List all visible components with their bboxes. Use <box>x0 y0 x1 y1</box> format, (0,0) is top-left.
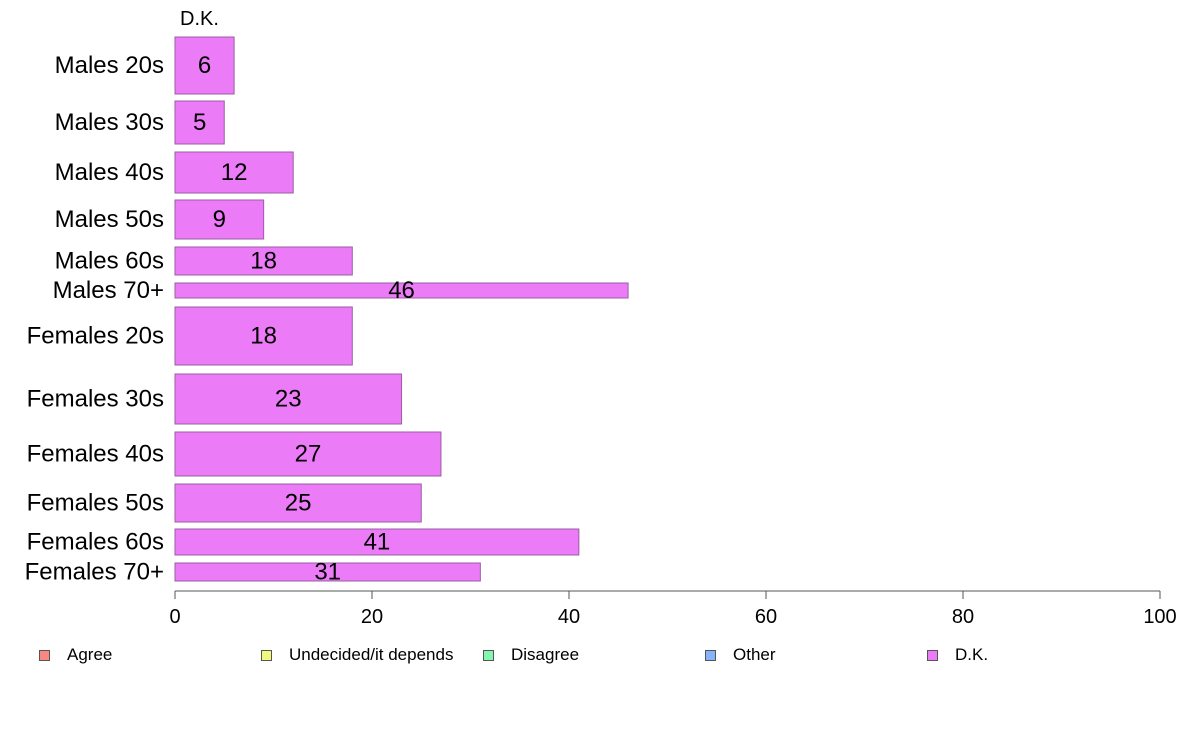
panel-title: D.K. <box>180 8 219 30</box>
legend-label: Other <box>733 645 776 664</box>
bar-10 <box>174 483 422 523</box>
legend-label: Undecided/it depends <box>289 645 454 664</box>
category-label: Females 70+ <box>25 559 164 586</box>
category-label: Males 20s <box>55 52 164 79</box>
legend-label: Agree <box>67 645 113 664</box>
bar-value-label: 12 <box>221 159 248 186</box>
bar-value-label: 41 <box>364 529 391 556</box>
legend-item: Disagree <box>483 643 579 667</box>
legend-item: Undecided/it depends <box>261 643 453 667</box>
legend-swatch <box>705 649 716 661</box>
legend-item: Other <box>705 643 776 667</box>
bar-value-label: 46 <box>388 277 415 304</box>
bar-value-labels: 6 5 12 9 18 46 18 23 27 25 41 31 <box>193 52 415 586</box>
legend-label: Disagree <box>511 645 580 664</box>
category-label: Males 40s <box>55 159 164 186</box>
bar-value-label: 23 <box>275 386 302 413</box>
bar-value-label: 5 <box>193 109 206 136</box>
bar-5 <box>174 246 353 276</box>
category-label: Males 50s <box>55 206 164 233</box>
category-label: Females 30s <box>27 386 164 413</box>
bar-1 <box>174 36 235 95</box>
bar-value-label: 27 <box>295 441 322 468</box>
legend-item: D.K. <box>927 643 988 667</box>
bar-value-label: 18 <box>250 248 277 275</box>
x-tick-label: 40 <box>558 606 580 628</box>
category-label: Females 60s <box>27 529 164 556</box>
x-axis: 0 20 40 60 80 100 <box>169 590 1177 628</box>
bar-9 <box>174 431 442 477</box>
legend-swatch <box>927 649 938 661</box>
bar-value-label: 31 <box>314 559 341 586</box>
category-label: Females 20s <box>27 323 164 350</box>
bar-12 <box>174 562 481 582</box>
category-label: Males 30s <box>55 109 164 136</box>
category-label: Males 60s <box>55 248 164 275</box>
bar-7 <box>174 306 353 366</box>
chart: D.K. Males 20s Males 30s Males 40s Males 50… <box>25 8 1177 628</box>
category-label: Males 70+ <box>53 277 164 304</box>
bar-3 <box>174 151 294 194</box>
category-label: Females 40s <box>27 441 164 468</box>
bar-6 <box>174 282 629 299</box>
x-tick-label: 0 <box>169 606 180 628</box>
bar-value-label: 6 <box>198 52 211 79</box>
legend-label: D.K. <box>955 645 989 664</box>
legend-swatch <box>261 649 272 661</box>
x-tick-label: 20 <box>361 606 383 628</box>
legend: Agree Undecided/it depends Disagree Other D.… <box>0 643 1188 667</box>
bar-2 <box>174 100 225 145</box>
bars <box>174 36 629 582</box>
x-tick-label: 100 <box>1143 606 1176 628</box>
legend-swatch <box>39 649 50 661</box>
bar-value-label: 9 <box>213 206 226 233</box>
x-tick-label: 80 <box>952 606 974 628</box>
legend-item: Agree <box>39 643 112 667</box>
x-tick-label: 60 <box>755 606 777 628</box>
category-label: Females 50s <box>27 490 164 517</box>
category-labels: Males 20s Males 30s Males 40s Males 50s Male… <box>25 52 164 586</box>
legend-swatch <box>483 649 494 661</box>
bar-value-label: 18 <box>250 323 277 350</box>
bar-4 <box>174 199 265 240</box>
bar-8 <box>174 373 403 425</box>
bar-value-label: 25 <box>285 490 312 517</box>
bar-11 <box>174 528 580 556</box>
